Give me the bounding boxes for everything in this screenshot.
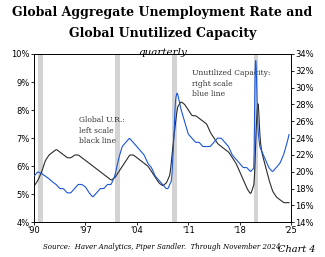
Bar — [38, 54, 43, 222]
Text: Chart 4: Chart 4 — [278, 245, 315, 254]
Bar — [172, 54, 177, 222]
Text: Unutilized Capacity:
right scale
blue line: Unutilized Capacity: right scale blue li… — [192, 69, 270, 98]
Text: Global Aggregate Unemployment Rate and: Global Aggregate Unemployment Rate and — [12, 6, 313, 20]
Text: Source:  Haver Analytics, Piper Sandler.  Through November 2024.: Source: Haver Analytics, Piper Sandler. … — [43, 243, 282, 251]
Text: Global Unutilized Capacity: Global Unutilized Capacity — [69, 27, 256, 40]
Text: quarterly: quarterly — [138, 48, 187, 57]
Text: Global U.R.:
left scale
black line: Global U.R.: left scale black line — [79, 116, 125, 145]
Bar — [254, 54, 258, 222]
Bar — [115, 54, 120, 222]
